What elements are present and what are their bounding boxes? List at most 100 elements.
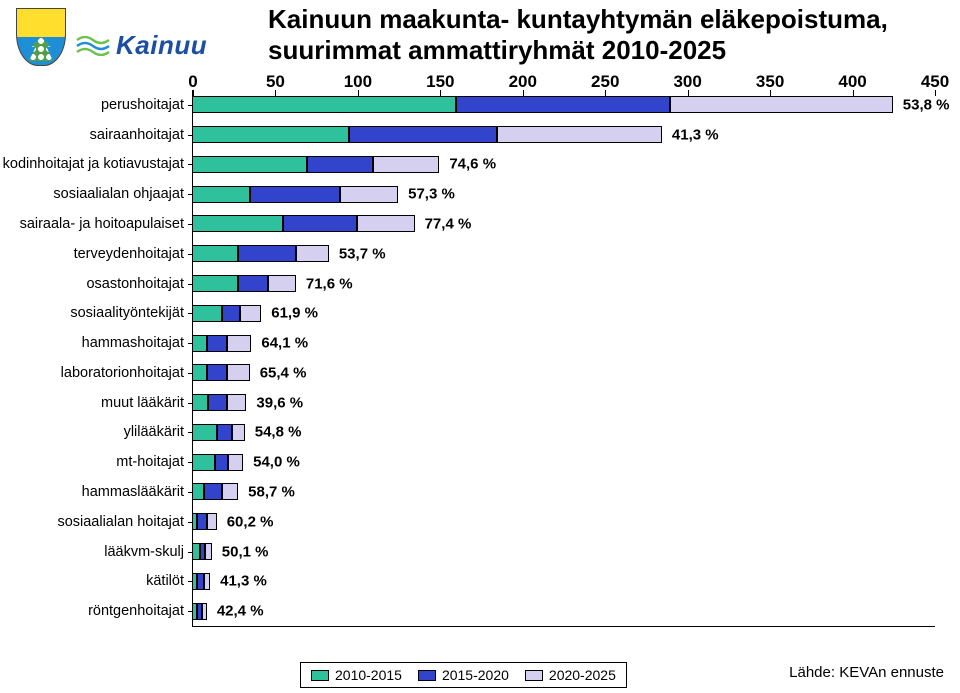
category-label: sosiaalialan hoitajat [0,515,184,530]
source-label: Lähde: KEVAn ennuste [789,664,944,681]
wave-icon [76,36,110,56]
stacked-bar [192,543,934,560]
bar-pct-label: 60,2 % [227,513,274,530]
bar-segment-2015-2020 [207,364,227,381]
bar-segment-2010-2015 [192,186,250,203]
bar-pct-label: 53,8 % [903,96,950,113]
bar-segment-2010-2015 [192,364,207,381]
stacked-bar [192,573,934,590]
bar-segment-2015-2020 [222,305,240,322]
bar-pct-label: 42,4 % [217,603,264,620]
chart-row: kätilöt41,3 % [0,566,960,596]
x-axis-tick-label: 0 [188,72,197,92]
stacked-bar [192,454,934,471]
category-label: hammashoitajat [0,336,184,351]
bar-segment-2020-2025 [357,215,415,232]
category-label: sosiaalityöntekijät [0,306,184,321]
category-label: ylilääkärit [0,425,184,440]
chart-row: sosiaalialan ohjaajat57,3 % [0,179,960,209]
stacked-bar [192,96,934,113]
bar-pct-label: 57,3 % [408,186,455,203]
bar-segment-2010-2015 [192,156,307,173]
bar-segment-2020-2025 [232,424,245,441]
bar-segment-2015-2020 [207,335,227,352]
x-axis-tick-label: 250 [591,72,619,92]
bar-segment-2010-2015 [192,424,217,441]
x-axis-tick-label: 200 [509,72,537,92]
bar-segment-2010-2015 [192,305,222,322]
stacked-bar [192,126,934,143]
chart-row: muut lääkärit39,6 % [0,388,960,418]
x-axis-tick-label: 150 [426,72,454,92]
bar-segment-2020-2025 [373,156,439,173]
stacked-bar [192,394,934,411]
bar-segment-2020-2025 [670,96,893,113]
category-label: sairaanhoitajat [0,127,184,142]
bar-segment-2020-2025 [296,245,329,262]
category-label: röntgenhoitajat [0,604,184,619]
stacked-bar [192,215,934,232]
bar-segment-2015-2020 [204,483,222,500]
stacked-bar [192,424,934,441]
chart-row: kodinhoitajat ja kotiavustajat74,6 % [0,150,960,180]
bar-segment-2020-2025 [204,573,211,590]
slide-title: Kainuun maakunta- kuntayhtymän eläkepois… [268,4,928,65]
category-label: kodinhoitajat ja kotiavustajat [0,157,184,172]
bar-segment-2015-2020 [215,454,228,471]
bar-segment-2020-2025 [207,513,217,530]
chart-row: sosiaalialan hoitajat 60,2 % [0,507,960,537]
x-axis-tick-label: 300 [673,72,701,92]
chart-row: sairaala- ja hoitoapulaiset 77,4 % [0,209,960,239]
bar-segment-2015-2020 [349,126,497,143]
bar-pct-label: 50,1 % [222,543,269,560]
category-label: lääkvm-skulj [0,544,184,559]
bar-segment-2010-2015 [192,394,208,411]
bar-pct-label: 41,3 % [220,573,267,590]
bar-segment-2015-2020 [238,245,296,262]
bar-segment-2020-2025 [227,364,250,381]
chart-row: sairaanhoitajat 41,3 % [0,120,960,150]
chart-row: hammaslääkärit58,7 % [0,477,960,507]
chart-row: osastonhoitajat71,6 % [0,269,960,299]
chart-legend: 2010-20152015-20202020-2025 [300,662,627,688]
bar-segment-2010-2015 [192,96,456,113]
bar-segment-2020-2025 [205,543,212,560]
chart-row: hammashoitajat64,1 % [0,328,960,358]
chart-row: ylilääkärit 54,8 % [0,418,960,448]
bar-pct-label: 65,4 % [260,364,307,381]
chart-row: perushoitajat 53,8 % [0,90,960,120]
stacked-bar [192,603,934,620]
bar-segment-2015-2020 [208,394,226,411]
category-label: muut lääkärit [0,395,184,410]
bar-segment-2015-2020 [456,96,670,113]
bar-segment-2020-2025 [240,305,261,322]
x-axis-tick-label: 450 [921,72,949,92]
bar-segment-2020-2025 [227,394,247,411]
bar-segment-2010-2015 [192,275,238,292]
category-label: hammaslääkärit [0,485,184,500]
category-label: terveydenhoitajat [0,247,184,262]
bar-segment-2015-2020 [283,215,357,232]
category-label: sairaala- ja hoitoapulaiset [0,217,184,232]
chart-row: mt-hoitajat54,0 % [0,447,960,477]
brand-logo: Kainuu [16,8,252,70]
bar-segment-2020-2025 [222,483,238,500]
bar-segment-2020-2025 [268,275,296,292]
bar-pct-label: 77,4 % [425,215,472,232]
bar-pct-label: 41,3 % [672,126,719,143]
chart-row: laboratorionhoitajat65,4 % [0,358,960,388]
bar-segment-2010-2015 [192,126,349,143]
bar-segment-2010-2015 [192,245,238,262]
x-axis-tick-label: 50 [266,72,285,92]
bar-segment-2020-2025 [202,603,207,620]
brand-name: Kainuu [116,30,207,61]
shield-icon [16,8,66,66]
legend-swatch [418,670,436,681]
bar-segment-2015-2020 [250,186,341,203]
bar-pct-label: 54,8 % [255,424,302,441]
legend-item: 2020-2025 [525,667,616,683]
category-label: mt-hoitajat [0,455,184,470]
bar-segment-2010-2015 [192,483,204,500]
chart-row: sosiaalityöntekijät61,9 % [0,298,960,328]
category-label: perushoitajat [0,98,184,113]
